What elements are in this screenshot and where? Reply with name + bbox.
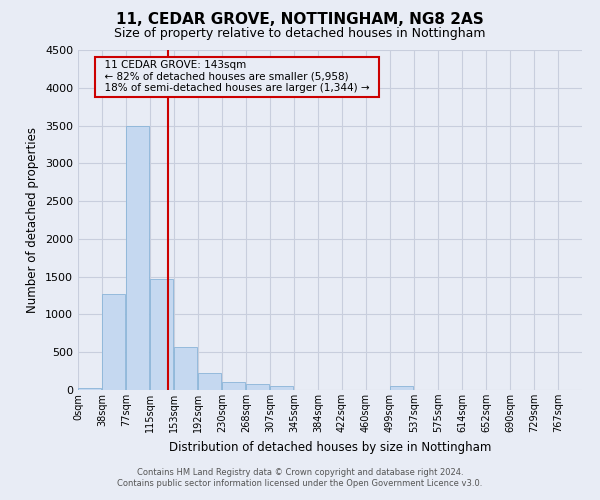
Bar bbox=[174, 347, 197, 390]
Bar bbox=[198, 372, 221, 390]
Bar bbox=[150, 279, 173, 390]
Text: 11 CEDAR GROVE: 143sqm
  ← 82% of detached houses are smaller (5,958)
  18% of s: 11 CEDAR GROVE: 143sqm ← 82% of detached… bbox=[98, 60, 376, 94]
Bar bbox=[126, 126, 149, 390]
Bar bbox=[222, 382, 245, 390]
X-axis label: Distribution of detached houses by size in Nottingham: Distribution of detached houses by size … bbox=[169, 440, 491, 454]
Y-axis label: Number of detached properties: Number of detached properties bbox=[26, 127, 40, 313]
Text: Contains HM Land Registry data © Crown copyright and database right 2024.
Contai: Contains HM Land Registry data © Crown c… bbox=[118, 468, 482, 487]
Bar bbox=[246, 384, 269, 390]
Bar bbox=[78, 388, 101, 390]
Text: Size of property relative to detached houses in Nottingham: Size of property relative to detached ho… bbox=[114, 28, 486, 40]
Bar bbox=[270, 386, 293, 390]
Text: 11, CEDAR GROVE, NOTTINGHAM, NG8 2AS: 11, CEDAR GROVE, NOTTINGHAM, NG8 2AS bbox=[116, 12, 484, 28]
Bar bbox=[390, 386, 413, 390]
Bar bbox=[102, 294, 125, 390]
